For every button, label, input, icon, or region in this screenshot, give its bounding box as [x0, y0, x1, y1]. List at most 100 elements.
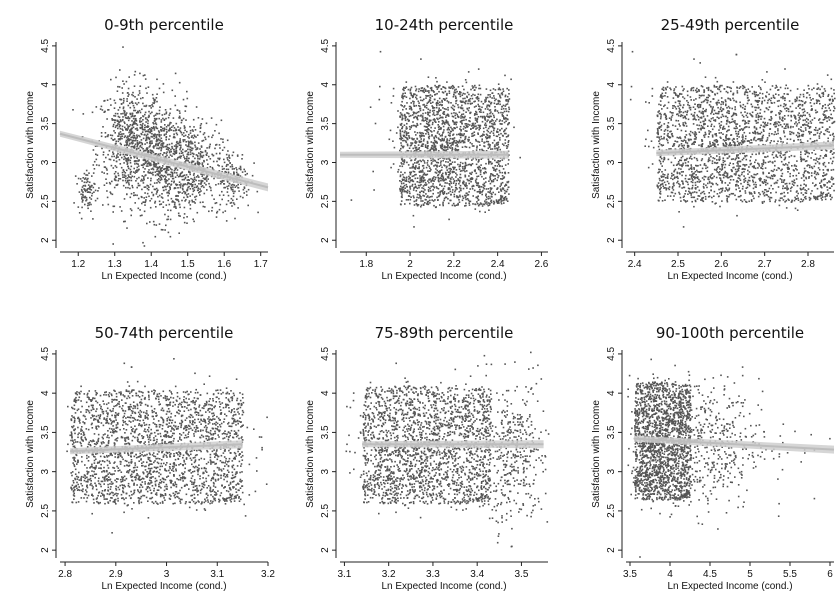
data-point — [508, 93, 510, 95]
data-point — [458, 191, 461, 193]
data-point — [783, 191, 785, 194]
data-point — [144, 117, 147, 120]
data-point — [200, 179, 202, 182]
data-point — [704, 131, 707, 134]
data-point — [194, 163, 196, 166]
data-point — [150, 164, 152, 166]
data-point — [175, 128, 177, 131]
data-point — [400, 196, 403, 198]
data-point — [126, 160, 128, 163]
data-point — [405, 140, 407, 142]
data-point — [792, 132, 795, 134]
data-point — [241, 154, 244, 156]
data-point — [687, 118, 690, 121]
data-point — [441, 99, 443, 102]
data-point — [428, 135, 431, 138]
data-point — [127, 119, 130, 122]
data-point — [131, 145, 134, 148]
data-point — [788, 182, 791, 185]
data-point — [399, 129, 401, 131]
data-point — [123, 100, 125, 102]
data-point — [678, 167, 680, 170]
data-point — [484, 200, 486, 202]
data-point — [427, 112, 430, 114]
data-point — [476, 96, 479, 98]
data-point — [162, 146, 165, 148]
data-point — [149, 112, 152, 115]
data-point — [427, 121, 430, 124]
data-point — [173, 180, 175, 183]
data-point — [199, 126, 202, 129]
data-point — [685, 122, 687, 125]
data-point — [707, 86, 710, 89]
data-point — [141, 214, 143, 217]
data-point — [169, 235, 172, 238]
data-point — [155, 206, 157, 208]
data-point — [130, 209, 133, 212]
data-point — [493, 102, 496, 105]
data-point — [813, 87, 815, 89]
data-point — [487, 191, 489, 193]
data-point — [224, 186, 226, 189]
data-point — [205, 177, 207, 179]
data-point — [789, 105, 792, 108]
data-point — [450, 102, 452, 104]
data-point — [725, 195, 728, 197]
data-point — [144, 78, 147, 80]
data-point — [813, 140, 815, 143]
data-point — [418, 141, 421, 144]
data-point — [125, 144, 128, 147]
data-point — [148, 110, 150, 113]
data-point — [171, 200, 174, 202]
data-point — [136, 194, 138, 197]
data-point — [465, 182, 467, 184]
data-point — [431, 195, 433, 198]
data-point — [470, 180, 472, 183]
data-point — [456, 133, 458, 136]
data-point — [426, 142, 429, 145]
data-point — [456, 126, 458, 129]
fit-line — [59, 132, 269, 189]
data-point — [85, 199, 88, 201]
data-point — [208, 210, 210, 213]
data-point — [742, 163, 744, 166]
data-point — [800, 198, 802, 200]
data-point — [437, 86, 440, 89]
data-point — [810, 172, 813, 174]
data-point — [751, 86, 753, 88]
data-point — [205, 122, 208, 125]
data-point — [125, 128, 127, 130]
data-point — [727, 138, 730, 141]
data-point — [488, 136, 491, 139]
data-point — [200, 123, 203, 125]
data-point — [139, 120, 141, 122]
data-point — [667, 141, 669, 144]
data-point — [409, 177, 411, 179]
data-point — [425, 133, 427, 135]
data-point — [392, 140, 394, 142]
data-point — [241, 171, 244, 173]
data-point — [722, 174, 724, 176]
data-point — [82, 184, 85, 187]
data-point — [160, 144, 162, 146]
data-point — [188, 157, 190, 160]
data-point — [417, 144, 420, 146]
data-point — [146, 148, 149, 151]
data-point — [486, 134, 489, 136]
data-point — [496, 202, 499, 204]
data-point — [178, 141, 181, 143]
data-point — [141, 126, 143, 129]
data-point — [145, 134, 148, 137]
data-point — [813, 129, 816, 131]
data-point — [690, 99, 692, 101]
data-point — [118, 125, 121, 128]
data-point — [485, 98, 487, 100]
data-point — [419, 96, 422, 99]
data-point — [162, 201, 165, 203]
data-point — [393, 146, 396, 149]
data-point — [726, 199, 728, 201]
data-point — [130, 101, 133, 104]
data-point — [465, 135, 467, 138]
data-point — [157, 130, 160, 132]
data-point — [133, 132, 135, 135]
